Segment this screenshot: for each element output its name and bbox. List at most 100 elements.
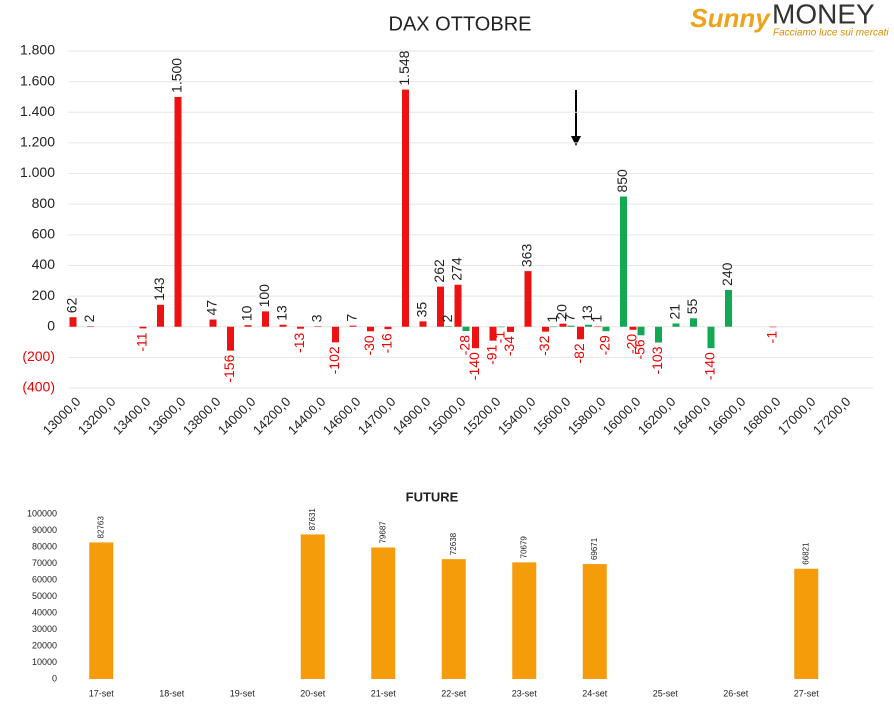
data-label: 850 [614, 169, 630, 193]
y-tick-label: 1.000 [20, 164, 55, 180]
y-tick-label: 70000 [32, 558, 57, 568]
data-label: 70679 [519, 536, 528, 559]
data-label: -16 [379, 333, 395, 353]
x-tick-label: 21-set [371, 688, 397, 698]
bar [279, 324, 287, 327]
bar [244, 325, 252, 327]
y-tick-label: (400) [22, 379, 55, 395]
bar [602, 326, 610, 332]
data-label: 1.500 [169, 58, 185, 93]
bar [209, 319, 217, 327]
x-tick-label: 16200,0 [635, 394, 679, 438]
bar [725, 289, 732, 327]
bar [582, 564, 607, 679]
y-tick-label: 20000 [32, 640, 57, 650]
x-tick-label: 14900,0 [390, 394, 434, 438]
x-tick-label: 20-set [300, 688, 326, 698]
data-label: 274 [449, 257, 465, 281]
data-label: -82 [571, 343, 587, 363]
x-tick-label: 13000,0 [40, 394, 84, 438]
data-label: -20 [624, 334, 640, 354]
bar [629, 326, 637, 330]
x-tick-label: 19-set [230, 688, 256, 698]
bar [497, 326, 505, 328]
data-label: 79687 [378, 521, 387, 544]
y-tick-label: 1.200 [20, 134, 55, 150]
logo-brand: Sunny [690, 3, 771, 33]
y-tick-label: 80000 [32, 541, 57, 551]
y-tick-label: 40000 [32, 607, 57, 617]
data-label: 35 [414, 302, 430, 318]
data-label: -1 [492, 331, 508, 344]
data-label: 1 [589, 315, 605, 323]
bar [227, 326, 234, 351]
bar [174, 96, 182, 327]
data-label: -140 [702, 352, 718, 380]
bar [559, 323, 567, 327]
bar [637, 326, 645, 336]
bar [87, 326, 94, 327]
bar [769, 326, 777, 328]
x-tick-label: 17200,0 [810, 394, 854, 438]
data-label: 1 [544, 315, 560, 323]
x-tick-label: 14400,0 [285, 394, 329, 438]
x-tick-label: 15600,0 [530, 394, 574, 438]
data-label: -13 [291, 333, 307, 353]
data-label: 7 [344, 314, 360, 322]
x-tick-label: 16600,0 [705, 394, 749, 438]
bar [349, 325, 357, 327]
data-label: 2 [81, 314, 97, 322]
bar [89, 542, 114, 679]
y-tick-label: 10000 [32, 657, 57, 667]
bar [585, 324, 592, 327]
data-label: 7 [562, 314, 578, 322]
data-label: 143 [151, 277, 167, 301]
bar [507, 326, 514, 332]
bar [297, 326, 304, 329]
y-tick-label: 0 [52, 673, 57, 683]
x-tick-label: 15200,0 [460, 394, 504, 438]
logo-tagline: Facciamo luce sui mercati [773, 28, 889, 39]
bar [489, 326, 497, 341]
data-label: -140 [466, 352, 482, 380]
bar [262, 311, 269, 327]
x-tick-label: 26-set [723, 688, 749, 698]
x-tick-label: 13600,0 [145, 394, 189, 438]
x-tick-label: 27-set [794, 688, 820, 698]
bar [512, 562, 537, 679]
data-label: 10 [239, 305, 255, 321]
y-tick-label: 800 [32, 195, 56, 211]
x-tick-label: 16000,0 [600, 394, 644, 438]
chart-title: FUTURE [406, 489, 459, 504]
bar [441, 559, 466, 679]
bar [567, 325, 575, 327]
bar [445, 326, 452, 327]
bar [542, 326, 549, 332]
chart-title: DAX OTTOBRE [389, 13, 532, 35]
data-label: 55 [684, 299, 700, 315]
x-tick-label: 16400,0 [670, 394, 714, 438]
bar [672, 323, 680, 327]
data-label: 47 [204, 300, 220, 316]
data-label: 13 [579, 305, 595, 321]
bar [550, 326, 557, 328]
bar [690, 318, 697, 327]
bar [419, 321, 427, 327]
x-tick-label: 17-set [89, 688, 115, 698]
bar [454, 284, 462, 327]
y-tick-label: 400 [32, 256, 56, 272]
x-tick-label: 13200,0 [75, 394, 119, 438]
data-label: -29 [597, 335, 613, 355]
data-label: 21 [667, 304, 683, 320]
y-tick-label: (200) [22, 348, 55, 364]
bar [707, 326, 715, 349]
data-label: -102 [326, 346, 342, 374]
bar [655, 326, 662, 343]
bar [157, 304, 164, 327]
arrow [571, 90, 581, 146]
y-tick-label: 60000 [32, 574, 57, 584]
data-label: 100 [256, 284, 272, 308]
bar [314, 326, 322, 327]
bar [620, 196, 627, 327]
